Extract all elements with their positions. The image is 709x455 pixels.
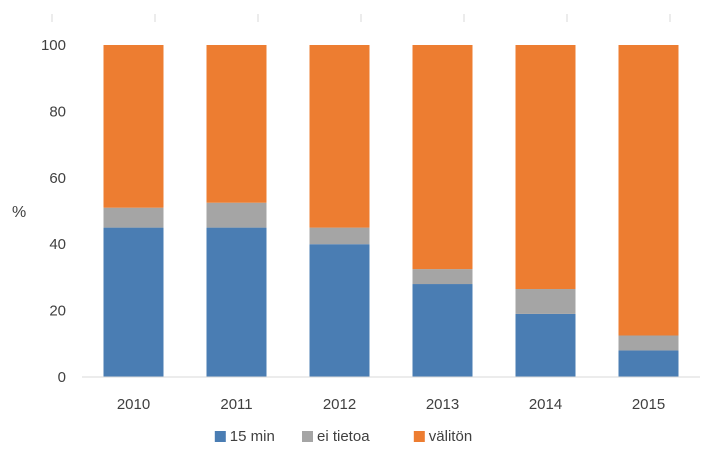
y-tick-label: 20: [49, 303, 66, 320]
x-tick-label: 2015: [632, 396, 665, 413]
y-tick-label: 0: [58, 369, 66, 386]
y-axis-label: %: [12, 204, 26, 221]
bar-segment: [412, 284, 473, 377]
bar-segment: [206, 227, 267, 377]
y-tick-label: 100: [41, 37, 66, 54]
bar-segment: [206, 45, 267, 203]
x-tick-label: 2011: [220, 396, 252, 413]
bar-segment: [103, 227, 164, 377]
bar-segment: [618, 45, 679, 336]
x-tick-label: 2013: [426, 396, 459, 413]
y-tick-labels: 0 20 40 60 80 100: [41, 37, 66, 386]
bar-segment: [515, 313, 576, 377]
bar-segment: [206, 202, 267, 228]
x-tick-label: 2014: [529, 396, 562, 413]
top-axis-ticks: [51, 14, 671, 22]
legend-swatch: [413, 431, 425, 442]
bar-segment: [309, 45, 370, 228]
bar-segment: [515, 289, 576, 314]
bar-segment: [309, 244, 370, 377]
x-tick-label: 2010: [117, 396, 150, 413]
bar-segment: [515, 45, 576, 290]
bar-segment: [309, 227, 370, 245]
y-tick-label: 80: [49, 103, 66, 120]
legend: 15 min ei tietoa välitön: [214, 428, 472, 445]
bar-segment: [103, 207, 164, 228]
x-tick-labels: 2010 2011 2012 2013 2014 2015: [117, 396, 665, 413]
y-tick-label: 40: [49, 236, 66, 253]
bar-segment: [412, 45, 473, 270]
legend-label: ei tietoa: [317, 428, 370, 445]
legend-label: välitön: [429, 428, 472, 445]
legend-swatch: [302, 431, 313, 442]
bar-segment: [103, 45, 164, 208]
bar-segment: [618, 350, 679, 377]
bar-segment: [412, 269, 473, 285]
bars-layer: [103, 45, 679, 377]
legend-label: 15 min: [230, 428, 275, 445]
x-tick-label: 2012: [323, 396, 356, 413]
bar-segment: [618, 335, 679, 351]
y-tick-label: 60: [49, 170, 66, 187]
legend-swatch: [214, 431, 226, 442]
